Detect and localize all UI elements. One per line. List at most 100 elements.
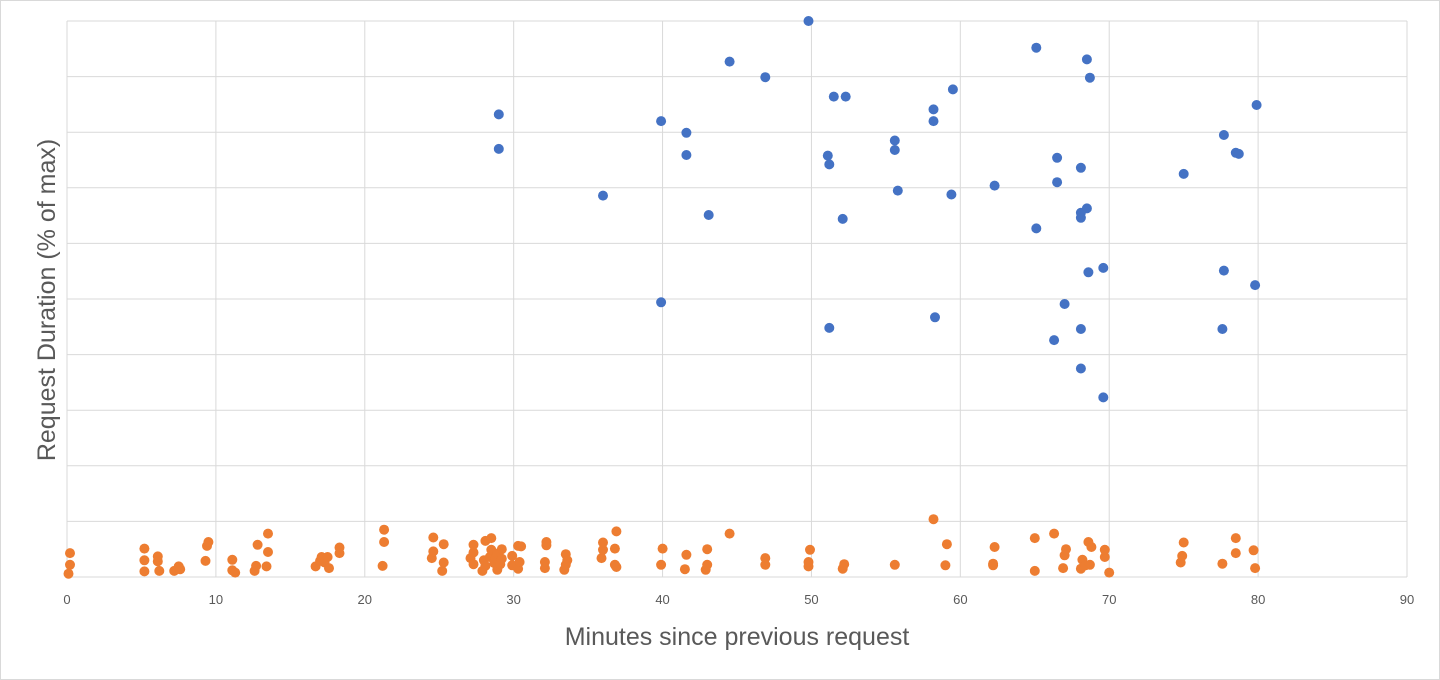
data-point [681, 127, 692, 138]
data-point [1058, 563, 1069, 574]
series-2 [63, 514, 1261, 579]
data-point [928, 514, 939, 525]
data-point [1029, 533, 1040, 544]
data-point [493, 143, 504, 154]
data-point [507, 550, 518, 561]
data-point [1248, 545, 1259, 556]
data-point [1084, 72, 1095, 83]
data-point [596, 553, 607, 564]
grid-lines [66, 20, 1408, 578]
x-tick-label: 0 [63, 592, 70, 607]
data-point [989, 180, 1000, 191]
data-point [681, 549, 692, 560]
data-point [468, 559, 479, 570]
data-point [541, 537, 552, 547]
data-point [941, 539, 952, 550]
data-point [154, 565, 165, 576]
data-point [940, 560, 951, 571]
data-point [1031, 223, 1042, 234]
x-tick-label: 10 [209, 592, 223, 607]
data-point [428, 532, 439, 543]
data-point [377, 560, 388, 571]
data-point [946, 189, 957, 200]
data-point [1251, 100, 1262, 110]
data-point [889, 135, 900, 146]
data-point [760, 553, 771, 564]
data-point [1218, 130, 1229, 140]
x-tick-label: 80 [1251, 592, 1265, 607]
data-point [828, 91, 839, 102]
data-point [930, 312, 940, 323]
data-point [139, 555, 150, 566]
data-point [1250, 280, 1261, 291]
x-tick-label: 50 [804, 592, 818, 607]
x-tick-label: 20 [358, 592, 372, 607]
x-tick-label: 70 [1102, 592, 1116, 607]
data-point [824, 159, 835, 170]
data-point [803, 16, 814, 26]
data-point [1059, 299, 1070, 309]
data-point [609, 543, 620, 554]
data-point [539, 557, 550, 567]
data-point [724, 528, 735, 539]
data-point [263, 547, 273, 557]
data-point [679, 564, 690, 575]
data-point [438, 539, 449, 550]
data-point [947, 84, 958, 95]
data-point [1230, 533, 1241, 544]
series-1 [493, 16, 1262, 403]
data-point [656, 559, 667, 570]
data-point [837, 213, 848, 224]
data-points [63, 16, 1262, 579]
data-point [437, 565, 448, 576]
x-tick-label: 30 [506, 592, 520, 607]
data-point [1230, 548, 1241, 559]
data-point [65, 548, 75, 559]
data-point [468, 547, 479, 558]
data-point [892, 185, 903, 196]
data-point [598, 544, 608, 555]
data-point [1029, 565, 1040, 576]
data-point [611, 526, 622, 537]
data-point [200, 555, 211, 566]
data-point [227, 554, 238, 565]
data-point [989, 542, 1000, 552]
data-point [611, 562, 622, 572]
data-point [928, 116, 939, 127]
data-point [139, 543, 150, 554]
data-point [1075, 324, 1086, 334]
data-point [152, 551, 163, 562]
data-point [65, 559, 75, 570]
data-point [724, 56, 735, 67]
data-point [1099, 552, 1110, 562]
data-point [252, 539, 263, 550]
x-tick-label: 90 [1400, 592, 1414, 607]
data-point [486, 533, 497, 544]
data-point [824, 322, 835, 333]
data-point [379, 524, 390, 535]
data-point [1081, 203, 1092, 214]
data-point [656, 297, 667, 308]
data-point [63, 568, 74, 579]
data-point [1177, 550, 1188, 561]
data-point [656, 116, 667, 127]
y-axis-title: Request Duration (% of max) [33, 139, 61, 461]
data-point [322, 552, 333, 562]
x-tick-label: 60 [953, 592, 967, 607]
data-point [438, 557, 449, 568]
data-point [760, 72, 771, 83]
data-point [1031, 42, 1042, 53]
data-point [702, 544, 713, 555]
data-point [1250, 563, 1261, 574]
data-point [681, 150, 692, 160]
data-point [203, 537, 214, 547]
data-point [1099, 544, 1110, 555]
data-point [1218, 265, 1229, 276]
data-point [703, 210, 714, 220]
data-point [1217, 324, 1228, 334]
data-point [1061, 544, 1071, 555]
data-point [1084, 559, 1095, 570]
data-point [1178, 537, 1189, 548]
data-point [496, 544, 507, 555]
